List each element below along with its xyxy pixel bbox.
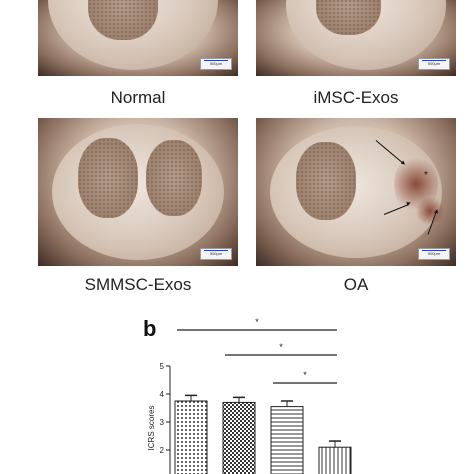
- chart-plot-area: 12345***: [160, 317, 352, 474]
- caption-imsc-exos: iMSC-Exos: [313, 88, 399, 107]
- bar: [318, 446, 352, 474]
- photo-imsc-exos: 500μm: [256, 0, 456, 76]
- y-axis-label: ICRS scores: [147, 406, 156, 451]
- cartilage-texture: [296, 142, 356, 220]
- y-tick-label: 3: [160, 418, 165, 427]
- scale-bar: 500μm: [200, 58, 232, 70]
- photo-smmsc-exos: 500μm: [38, 118, 238, 266]
- scale-bar: 500μm: [200, 248, 232, 260]
- bar: [174, 400, 208, 474]
- lesion-area: [416, 196, 444, 226]
- y-tick-label: 5: [160, 362, 165, 371]
- y-tick-label: 4: [160, 390, 165, 399]
- significance-label: *: [279, 342, 283, 352]
- asterisk-annotation: *: [424, 170, 428, 181]
- significance-label: *: [255, 317, 259, 327]
- scale-bar: 500μm: [418, 248, 450, 260]
- bar: [270, 406, 304, 474]
- caption-normal: Normal: [110, 88, 166, 107]
- caption-smmsc-exos: SMMSC-Exos: [84, 275, 192, 294]
- cartilage-texture-right: [146, 140, 202, 216]
- y-tick-label: 2: [160, 446, 165, 455]
- panel-letter-b: b: [143, 316, 157, 341]
- bar: [222, 401, 256, 474]
- photo-oa: * 500μm: [256, 118, 456, 266]
- cartilage-texture-left: [78, 138, 138, 218]
- scale-bar: 500μm: [418, 58, 450, 70]
- caption-oa: OA: [343, 275, 369, 294]
- photo-normal: 500μm: [38, 0, 238, 76]
- significance-label: *: [303, 370, 307, 380]
